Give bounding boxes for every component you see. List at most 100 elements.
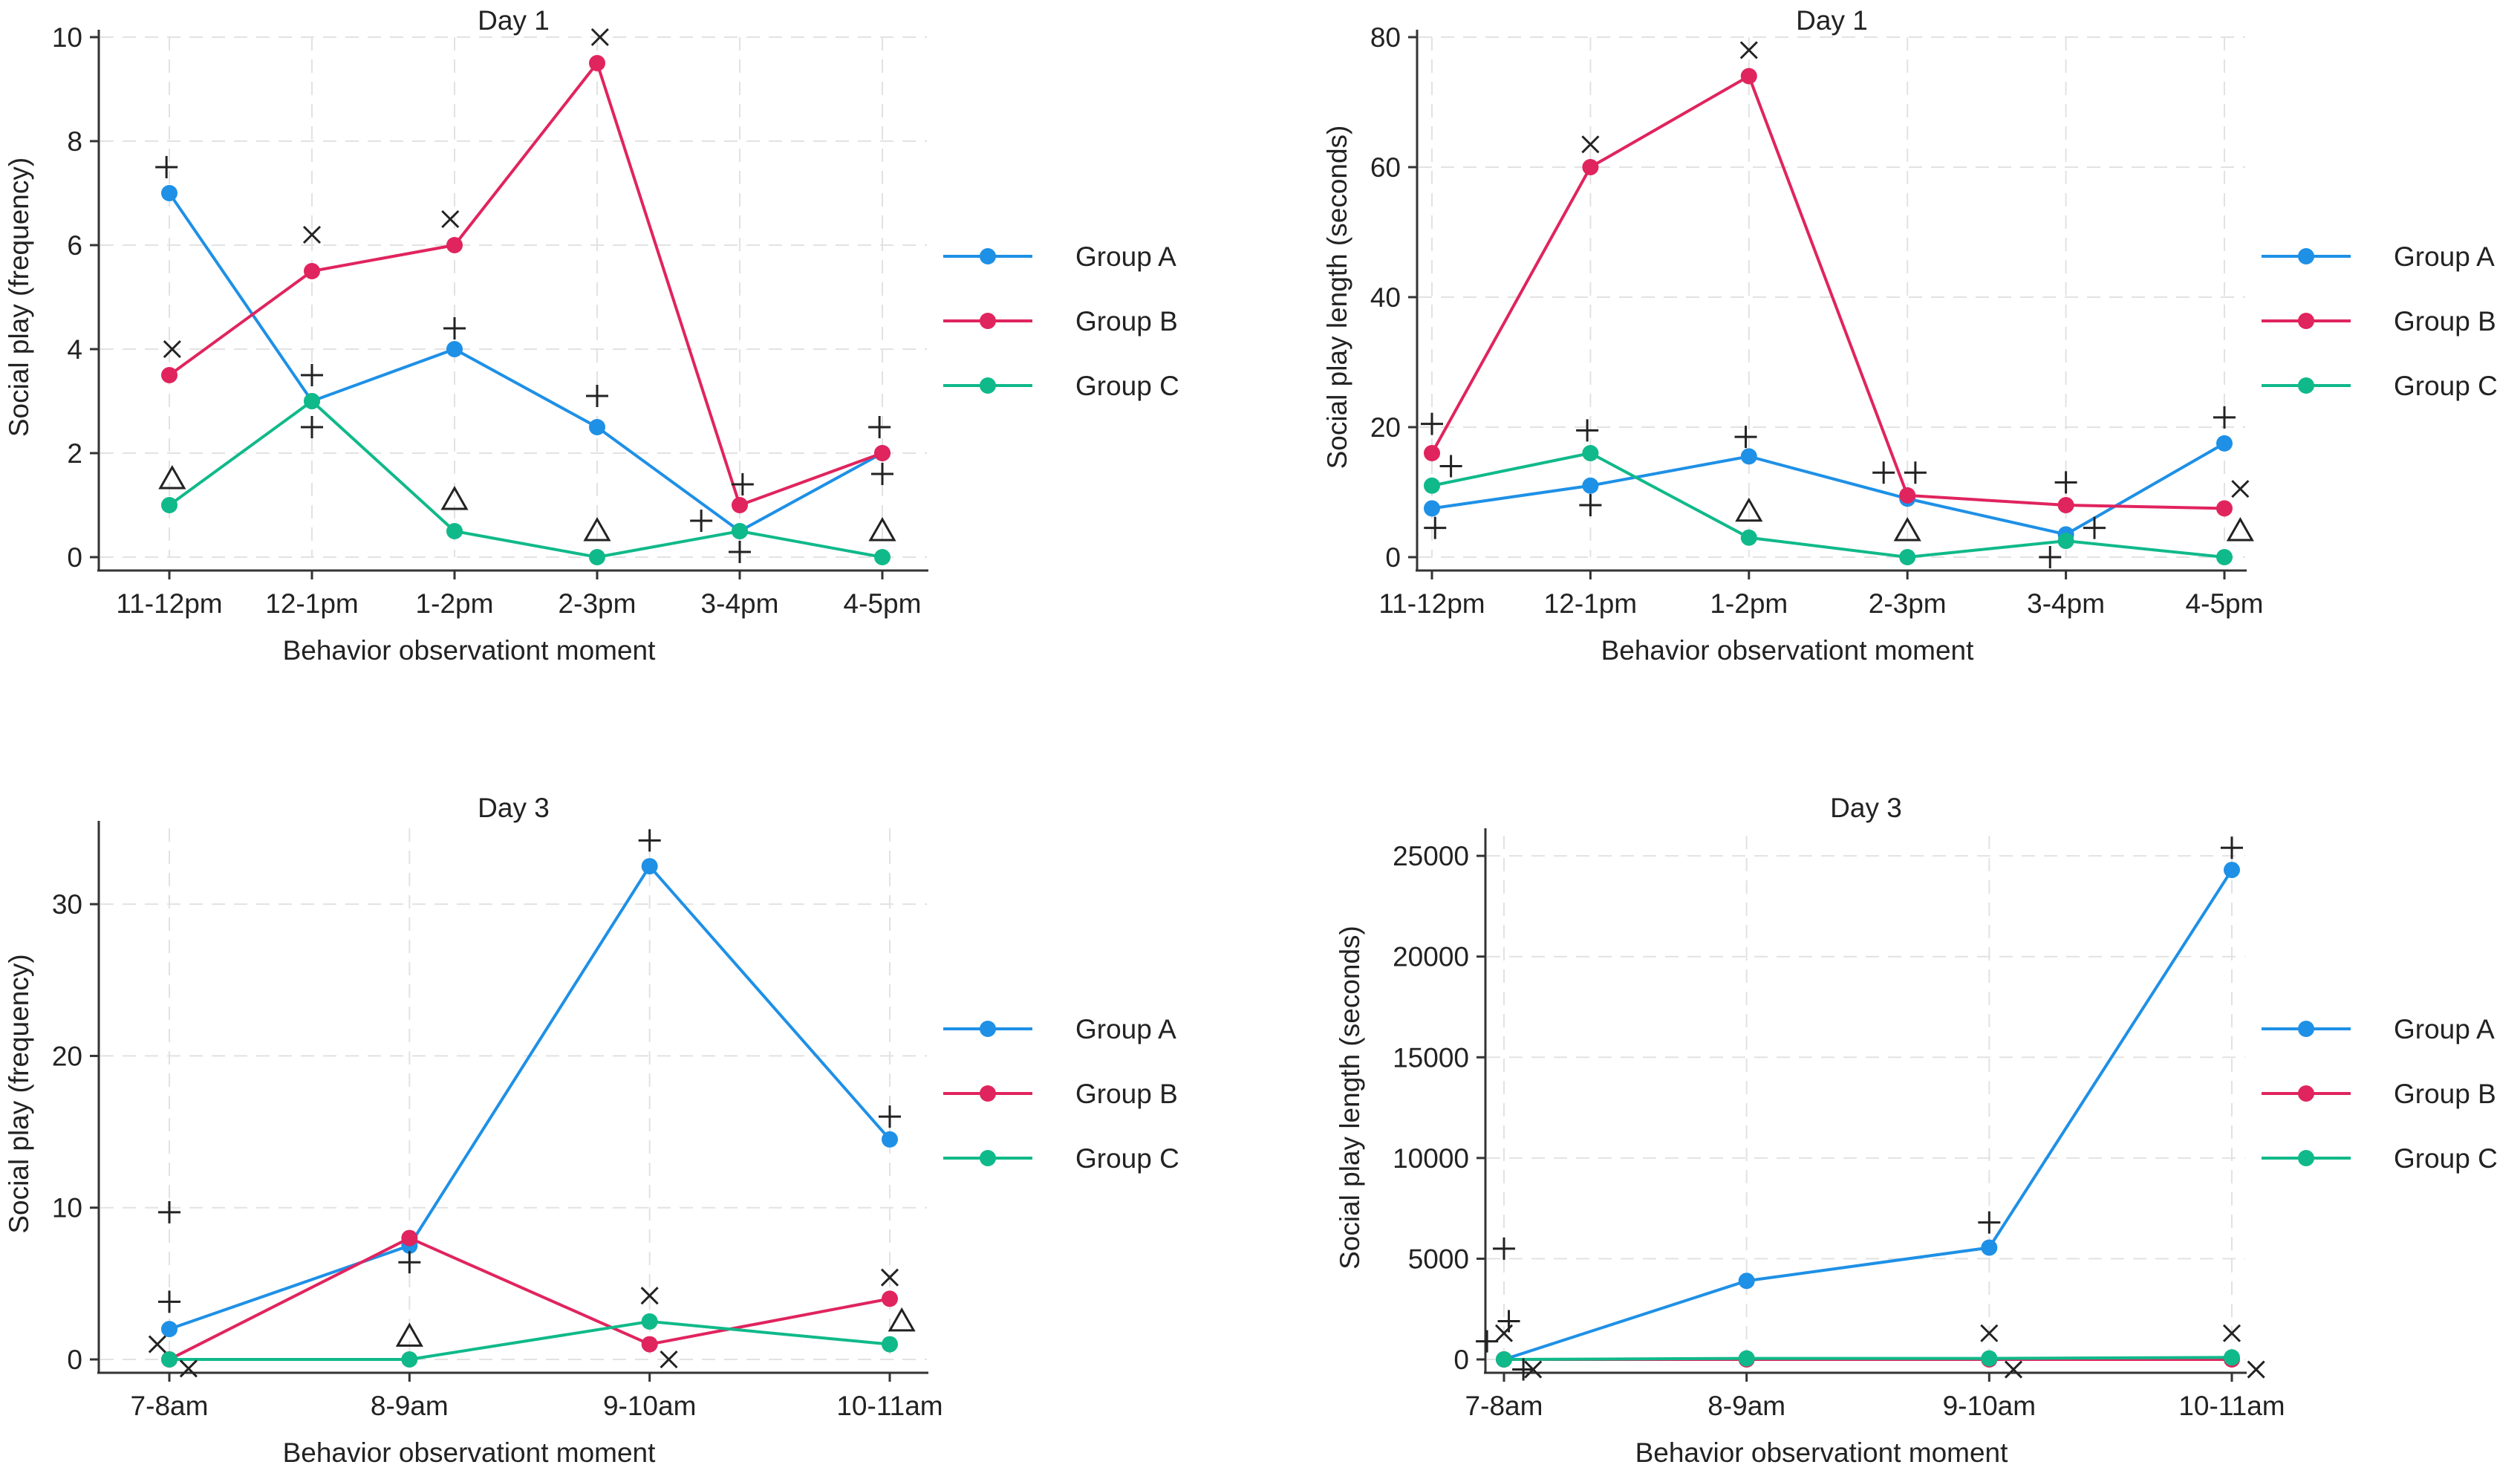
x-axis-label: Behavior observationt moment bbox=[1601, 635, 1975, 666]
y-tick-label: 80 bbox=[1370, 22, 1401, 53]
legend-swatch-dot bbox=[980, 313, 996, 329]
y-tick-label: 10 bbox=[52, 22, 82, 53]
series-line bbox=[1503, 1356, 2233, 1361]
x-marker bbox=[1494, 1324, 1514, 1342]
data-point bbox=[2057, 533, 2074, 550]
data-point bbox=[1899, 487, 1916, 504]
x-marker bbox=[179, 1359, 198, 1378]
data-point bbox=[1582, 159, 1599, 175]
data-point bbox=[401, 1229, 418, 1247]
triangle-marker bbox=[868, 516, 896, 542]
series-line bbox=[1430, 74, 2225, 510]
y-tick-label: 40 bbox=[1370, 282, 1401, 313]
triangle-marker bbox=[1893, 516, 1921, 542]
data-point bbox=[2224, 862, 2240, 879]
plus-marker bbox=[729, 541, 751, 563]
y-tick-label: 15000 bbox=[1393, 1042, 1469, 1073]
legend-label: Group A bbox=[2394, 241, 2495, 272]
legend-label: Group A bbox=[1075, 1014, 1176, 1044]
x-tick-label: 8-9am bbox=[1707, 1391, 1785, 1421]
x-marker bbox=[1980, 1324, 1999, 1342]
y-axis-label: Social play (frequency) bbox=[4, 157, 34, 437]
data-point bbox=[161, 497, 178, 513]
x-tick-label: 7-8am bbox=[131, 1391, 209, 1421]
x-marker bbox=[302, 225, 322, 244]
x-marker bbox=[880, 1268, 899, 1287]
x-marker bbox=[148, 1335, 166, 1353]
data-point bbox=[874, 445, 891, 461]
data-point bbox=[882, 1290, 898, 1307]
y-tick-label: 2 bbox=[67, 438, 82, 469]
data-point bbox=[1738, 1350, 1755, 1367]
data-point bbox=[882, 1336, 898, 1353]
plus-marker bbox=[1493, 1237, 1515, 1260]
legend-swatch-dot bbox=[980, 1150, 996, 1166]
data-point bbox=[1496, 1351, 1512, 1368]
data-point bbox=[2057, 497, 2074, 513]
x-marker bbox=[2231, 480, 2250, 498]
x-tick-label: 12-1pm bbox=[265, 588, 358, 619]
data-point bbox=[401, 1351, 418, 1368]
triangle-marker bbox=[583, 516, 611, 542]
series-line bbox=[1431, 451, 2225, 559]
data-point bbox=[161, 185, 178, 201]
y-axis-label: Social play length (seconds) bbox=[1322, 126, 1352, 469]
data-point bbox=[161, 1321, 178, 1338]
x-tick-label: 12-1pm bbox=[1544, 588, 1637, 619]
triangle-marker bbox=[1735, 497, 1763, 522]
plus-marker bbox=[690, 510, 713, 532]
data-point bbox=[2216, 500, 2233, 517]
chart-panel-day3-length: Day 3 0 5000 10000 15000 20000 25000 7-8am 8-9am… bbox=[1318, 773, 2507, 1482]
series-line bbox=[168, 192, 883, 533]
legend-label: Group B bbox=[1075, 306, 1178, 337]
legend-label: Group A bbox=[1075, 241, 1176, 272]
series-line bbox=[169, 1319, 891, 1361]
y-tick-label: 10000 bbox=[1393, 1143, 1469, 1174]
data-point bbox=[1582, 477, 1599, 494]
series-line bbox=[168, 399, 883, 559]
chart-title: Day 3 bbox=[1830, 793, 1902, 823]
data-point bbox=[589, 419, 605, 435]
plus-marker bbox=[443, 317, 466, 339]
data-point bbox=[882, 1131, 898, 1148]
data-point bbox=[1740, 529, 1757, 546]
plus-marker bbox=[1576, 419, 1599, 442]
y-tick-label: 0 bbox=[1453, 1345, 1469, 1375]
x-marker bbox=[2247, 1360, 2265, 1379]
y-tick-label: 20 bbox=[52, 1041, 82, 1071]
x-marker bbox=[1739, 41, 1758, 59]
x-tick-label: 3-4pm bbox=[701, 588, 779, 619]
legend-swatch-dot bbox=[2298, 313, 2314, 329]
x-tick-label: 11-12pm bbox=[1378, 588, 1485, 619]
x-tick-label: 11-12pm bbox=[116, 588, 222, 619]
y-tick-label: 20 bbox=[1370, 412, 1401, 443]
plus-marker bbox=[158, 1290, 180, 1313]
plus-marker bbox=[871, 463, 893, 485]
x-marker bbox=[640, 1287, 659, 1305]
data-point bbox=[1424, 477, 1440, 494]
x-tick-label: 2-3pm bbox=[1869, 588, 1947, 619]
legend-swatch-dot bbox=[2298, 1021, 2314, 1037]
plus-marker bbox=[1904, 461, 1927, 484]
data-point bbox=[1424, 500, 1440, 517]
plus-marker bbox=[1439, 455, 1462, 478]
data-point bbox=[446, 341, 463, 357]
legend-swatch-dot bbox=[980, 377, 996, 394]
legend-label: Group B bbox=[2394, 306, 2496, 337]
triangle-marker bbox=[395, 1322, 423, 1347]
y-tick-label: 20000 bbox=[1393, 942, 1469, 972]
plus-marker bbox=[1512, 1358, 1535, 1381]
chart-panel-day1-length: Day 1 0 20 40 60 80 11-12pm 12-1pm 1-2pm 2-3pm 3-4… bbox=[1318, 0, 2507, 747]
y-tick-label: 4 bbox=[67, 334, 82, 365]
plus-marker bbox=[586, 385, 608, 407]
series-line bbox=[1431, 442, 2225, 536]
x-tick-label: 10-11am bbox=[836, 1391, 942, 1421]
plus-marker bbox=[1476, 1330, 1499, 1353]
y-tick-label: 60 bbox=[1370, 152, 1401, 183]
chart-title: Day 1 bbox=[1796, 5, 1868, 36]
data-point bbox=[2216, 549, 2233, 565]
data-point bbox=[304, 263, 320, 279]
chart-title: Day 1 bbox=[478, 5, 550, 36]
plus-marker bbox=[638, 829, 661, 852]
y-tick-label: 0 bbox=[1385, 542, 1401, 573]
